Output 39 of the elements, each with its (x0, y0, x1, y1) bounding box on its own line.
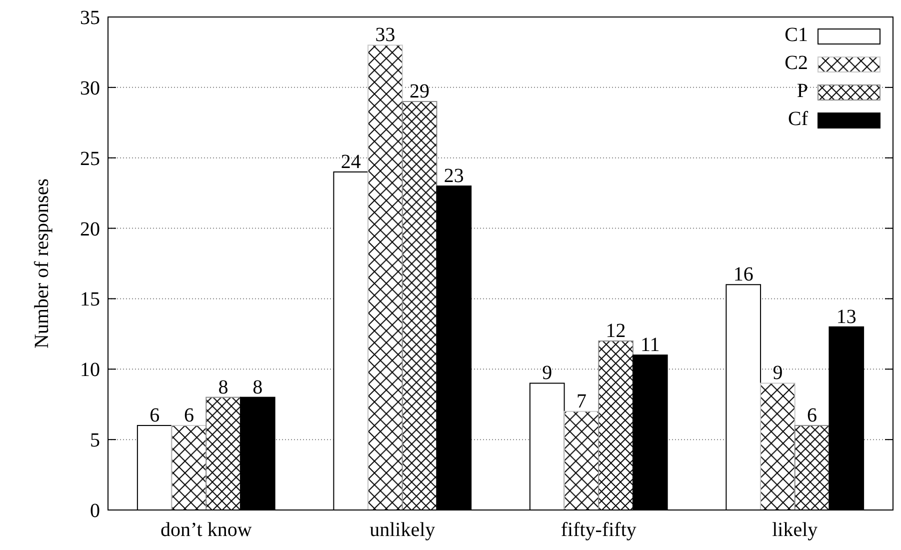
bar (760, 382, 796, 510)
legend-label: C2 (784, 52, 808, 74)
legend-label: P (796, 80, 808, 102)
data-label: 8 (252, 376, 263, 398)
y-tick-label: 10 (80, 359, 100, 382)
data-label: 33 (375, 24, 396, 46)
data-label: 29 (410, 80, 430, 103)
data-label: 6 (184, 404, 194, 426)
x-tick-label: likely (772, 519, 818, 541)
x-tick-label: don’t know (160, 519, 252, 541)
data-label: 11 (640, 334, 660, 356)
bar (564, 410, 600, 510)
data-label: 16 (733, 264, 754, 286)
bar (794, 424, 830, 510)
y-tick-label: 25 (80, 148, 100, 170)
data-label: 8 (218, 376, 228, 398)
y-tick-label: 35 (80, 7, 100, 29)
data-label: 12 (606, 320, 626, 342)
x-tick-label: unlikely (370, 519, 436, 541)
y-tick-label: 20 (80, 218, 100, 240)
data-label: 6 (150, 404, 160, 426)
legend-label: Cf (788, 108, 808, 130)
bar (206, 396, 241, 510)
data-label: 9 (542, 362, 552, 384)
bar (171, 424, 207, 510)
y-tick-label: 0 (90, 500, 100, 522)
data-label: 24 (340, 150, 361, 173)
y-tick-label: 5 (90, 430, 100, 452)
x-tick-label: fifty-fifty (560, 519, 636, 541)
data-label: 13 (836, 306, 856, 328)
data-label: 9 (772, 362, 783, 384)
y-tick-label: 15 (80, 288, 100, 311)
y-axis-title: Number of responses (31, 178, 53, 348)
data-label: 23 (444, 165, 464, 188)
data-label: 7 (576, 390, 586, 412)
data-label: 6 (807, 404, 818, 426)
y-tick-label: 30 (80, 77, 100, 100)
bar (368, 44, 403, 510)
legend-label: C1 (784, 24, 808, 46)
